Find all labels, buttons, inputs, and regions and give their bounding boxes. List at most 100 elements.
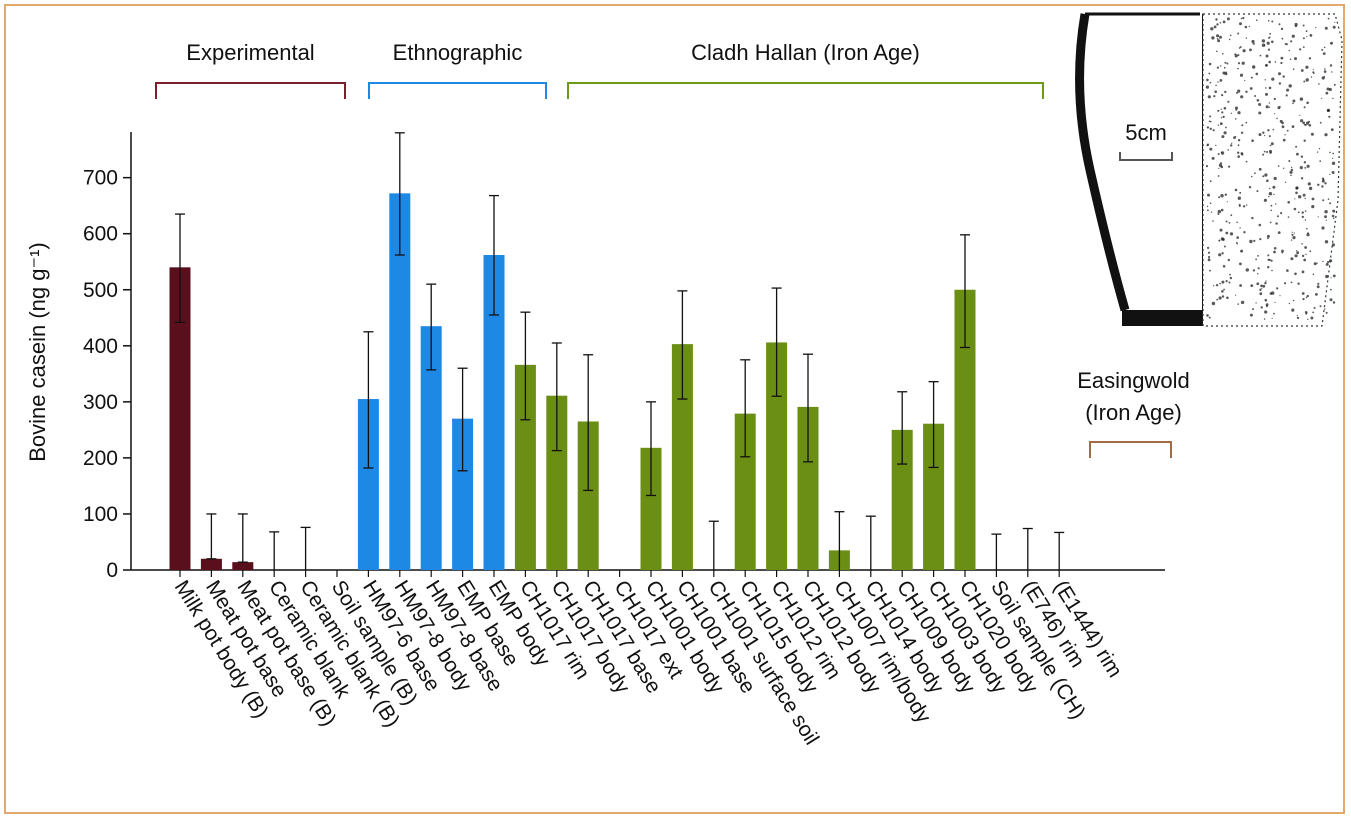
stipple-dot [1265,87,1267,89]
stipple-dot [1319,121,1322,124]
stipple-dot [1259,292,1263,296]
stipple-dot [1219,79,1223,82]
stipple-dot [1311,197,1315,201]
stipple-dot [1211,156,1215,160]
stipple-dot [1242,205,1246,208]
stipple-dot [1220,108,1222,111]
stipple-dot [1251,216,1254,220]
stipple-dot [1291,34,1295,38]
y-tick-label: 600 [83,223,118,246]
stipple-dot [1249,313,1253,317]
stipple-dot [1212,220,1214,222]
stipple-dot [1306,101,1309,105]
stipple-dot [1237,62,1241,65]
stipple-dot [1258,103,1262,106]
stipple-dot [1263,150,1266,153]
stipple-dot [1239,284,1242,287]
stipple-dot [1213,95,1216,98]
pot-exterior-outline [1202,13,1343,327]
stipple-dot [1237,155,1240,158]
stipple-dot [1321,179,1325,183]
stipple-dot [1240,17,1243,20]
bar [389,193,411,570]
stipple-dot [1267,254,1270,257]
stipple-dot [1307,318,1309,320]
stipple-dot [1299,48,1302,51]
stipple-dot [1290,239,1293,241]
stipple-dot [1290,168,1294,172]
stipple-dot [1297,282,1300,285]
stipple-dot [1301,254,1305,258]
stipple-dot [1302,121,1305,125]
stipple-dot [1331,214,1335,218]
stipple-dot [1216,66,1219,69]
stipple-dot [1306,227,1308,230]
stipple-dot [1236,91,1238,94]
stipple-dot [1316,151,1319,153]
stipple-dot [1207,209,1209,212]
stipple-dot [1223,131,1227,135]
stipple-dot [1271,77,1275,81]
stipple-dot [1288,160,1291,162]
stipple-dot [1312,68,1314,70]
stipple-dot [1303,80,1306,83]
stipple-dot [1326,87,1330,91]
stipple-dot [1270,209,1272,212]
stipple-dot [1217,81,1219,83]
stipple-dot [1325,91,1329,95]
stipple-dot [1208,255,1211,259]
stipple-dot [1221,111,1224,114]
stipple-dot [1298,195,1302,199]
stipple-dot [1228,165,1231,168]
stipple-dot [1329,298,1333,302]
stipple-dot [1256,282,1260,286]
stipple-dot [1240,300,1245,305]
stipple-dot [1245,90,1248,94]
bar [891,429,913,570]
stipple-dot [1325,311,1328,314]
stipple-dot [1207,193,1210,197]
stipple-dot [1218,239,1221,242]
stipple-dot [1295,186,1299,190]
stipple-dot [1267,20,1270,22]
stipple-dot [1222,265,1226,268]
stipple-dot [1265,280,1267,282]
stipple-dot [1327,198,1330,200]
stipple-dot [1237,139,1241,142]
stipple-dot [1250,76,1253,79]
stipple-dot [1252,42,1255,45]
bar [200,558,222,570]
stipple-dot [1289,58,1292,61]
stipple-dot [1234,188,1238,192]
stipple-dot [1237,196,1242,200]
stipple-dot [1270,259,1273,262]
stipple-dot [1222,53,1224,55]
stipple-dot [1207,251,1211,254]
stipple-dot [1287,216,1290,218]
stipple-dot [1293,207,1297,211]
stipple-dot [1294,272,1297,276]
stipple-dot [1304,246,1307,249]
stipple-dot [1209,202,1212,204]
stipple-dot [1269,187,1271,190]
bar [546,395,568,570]
stipple-dot [1286,129,1289,132]
stipple-dot [1255,19,1258,22]
stipple-dot [1223,288,1225,291]
stipple-dot [1288,302,1291,305]
bar [640,447,662,570]
stipple-dot [1273,193,1275,196]
bar [514,364,536,570]
stipple-dot [1296,152,1299,156]
stipple-dot [1262,175,1265,178]
stipple-dot [1312,273,1315,276]
bar [954,289,976,570]
bar [734,413,756,570]
stipple-dot [1216,50,1218,53]
stipple-dot [1207,95,1211,99]
stipple-dot [1219,35,1222,39]
stipple-dot [1313,72,1315,74]
bars [169,193,976,570]
stipple-dot [1255,72,1259,76]
stipple-dot [1224,90,1227,94]
